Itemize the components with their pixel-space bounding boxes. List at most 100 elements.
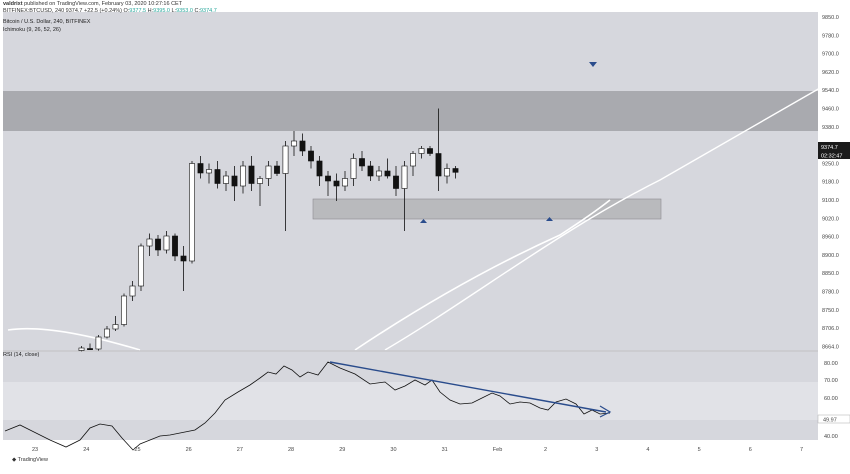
c-value: 9374.7 [199,8,217,14]
candle-body [87,348,93,351]
support-zone [312,198,662,220]
price-tick: 9460.0 [822,107,839,113]
x-tick: 23 [32,447,38,453]
candle-body [384,170,391,177]
x-tick: 3 [595,447,598,453]
tradingview-icon: ◆ [12,457,17,463]
indicator-name: Ichimoku (9, 26, 52, 26) [3,27,61,33]
candle-body [189,163,195,262]
x-tick: 7 [800,447,803,453]
price-tick: 8706.0 [822,326,839,332]
price-badge-timer-text: 02:32:47 [821,154,842,160]
candle-body [376,170,382,177]
x-tick: 24 [83,447,89,453]
h-value: 9395.0 [153,8,170,14]
x-tick: 27 [237,447,243,453]
candle-body [316,160,323,177]
price-badge-value: 9374.7 [821,145,838,151]
candle-body [223,175,229,184]
cloud-line-upper [384,87,821,351]
price-badge [818,142,850,151]
baseline-curve [7,327,141,351]
candle-body [333,180,340,187]
marker-low-2 [546,217,553,221]
tradingview-label: TradingView [17,457,48,463]
candle-body [401,165,408,189]
candle-body [155,238,161,251]
candle-body [138,245,144,287]
rsi-badge-value: 49.97 [823,418,837,424]
x-tick: 29 [339,447,345,453]
candle-body [104,328,110,338]
price-tick: 9540.0 [822,88,839,94]
x-tick: 28 [288,447,294,453]
candle-body [180,255,187,262]
o-label: O: [123,8,130,14]
candle-body [197,163,204,174]
rsi-tick: 80.00 [824,361,838,367]
tradingview-logo[interactable]: ◆ TradingView [12,457,48,463]
price-tick: 8750.0 [822,308,839,314]
candle-body [172,235,178,257]
rsi-label: RSI (14, close) [3,352,40,358]
candle-body [359,158,365,167]
x-tick: 30 [390,447,396,453]
candle-body [282,145,289,174]
x-tick: 6 [749,447,752,453]
candle-body [350,158,357,179]
marker-high [589,62,597,67]
x-tick: 26 [186,447,192,453]
candle-body [325,175,331,182]
open-value: 9374.7 [65,8,83,14]
resistance-zone [3,91,818,131]
symbol: BITFINEX:BTCUSD, 240 [3,8,65,14]
rsi-tick: 70.00 [824,378,838,384]
price-tick: 8850.0 [822,271,839,277]
o-value: 9377.5 [129,8,147,14]
cloud-line-lower [354,199,611,351]
trendline-arrow [599,405,612,418]
chart-title: Bitcoin / U.S. Dollar, 240, BITFINEX [3,19,91,25]
price-tick: 8900.0 [822,253,839,259]
price-tick: 9780.0 [822,33,839,39]
rsi-line [4,361,611,451]
x-tick: 31 [442,447,448,453]
price-tick: 9020.0 [822,216,839,222]
candle-body [435,153,442,177]
candle-body [410,153,416,167]
candle-body [146,238,153,247]
c-label: C: [194,8,200,14]
x-tick: 5 [698,447,701,453]
l-value: 9353.0 [176,8,193,14]
candle-body [163,235,170,251]
candle-body [112,324,119,330]
price-tick: 9850.0 [822,15,839,21]
divergence-trendline [329,361,607,413]
ohlc-line: BITFINEX:BTCUSD, 240 9374.7 +22.5 (+0.24… [3,8,217,14]
candle-body [231,175,238,187]
change-value: +22.5 (+0.24%) [84,8,122,14]
candle-body [78,347,85,351]
candle-body [206,169,212,174]
price-tick: 9380.0 [822,125,839,131]
x-tick: 2 [544,447,547,453]
candle-body [274,165,280,174]
candle-body [444,168,450,177]
l-label: L: [171,8,177,14]
candle-body [367,165,374,177]
price-tick: 9100.0 [822,198,839,204]
publisher[interactable]: valdrixt [3,1,23,7]
published-text: published on TradingView.com, February 0… [24,1,183,7]
marker-low-1 [420,219,427,223]
candle-body [342,178,348,187]
price-tick: 9700.0 [822,52,839,58]
candle-body [308,150,314,162]
candle-body [95,336,102,350]
rsi-badge [817,414,850,424]
h-label: H: [147,8,154,14]
publish-line: valdrixt published on TradingView.com, F… [3,1,182,7]
candle-body [418,148,425,154]
candle-body [452,168,459,173]
